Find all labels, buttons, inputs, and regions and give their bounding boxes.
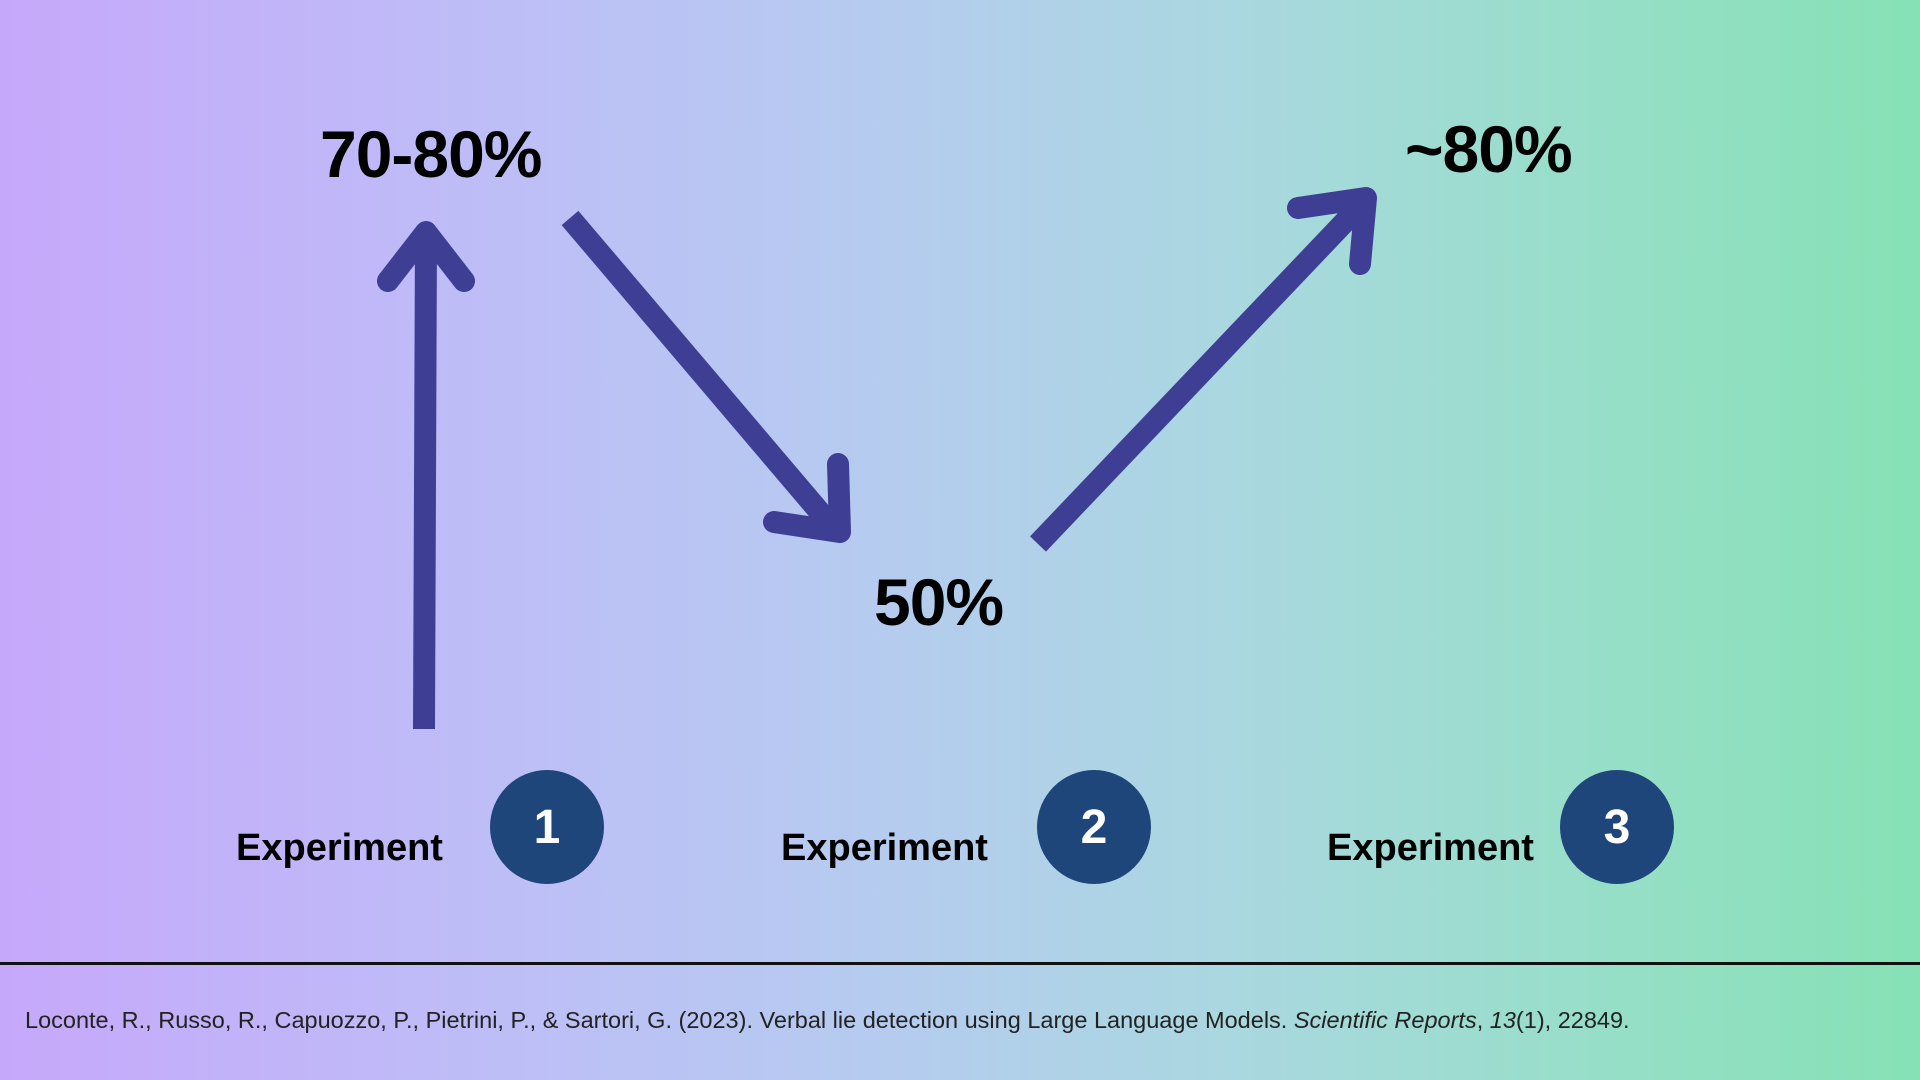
experiment-2-accuracy: 50%: [874, 565, 1004, 639]
experiment-1-badge: 1: [490, 770, 604, 884]
citation-separator: ,: [1476, 1007, 1490, 1033]
arrow-up-right-icon: [1030, 187, 1377, 552]
footer-divider: [0, 962, 1920, 965]
experiment-1-accuracy: 70-80%: [320, 117, 542, 191]
arrow-up-icon: [377, 221, 475, 730]
arrow-down-right-icon: [561, 210, 851, 543]
experiment-3-badge: 3: [1560, 770, 1674, 884]
citation-journal: Scientific Reports: [1293, 1007, 1477, 1033]
citation-authors-title: Loconte, R., Russo, R., Capuozzo, P., Pi…: [25, 1007, 1294, 1033]
citation: Loconte, R., Russo, R., Capuozzo, P., Pi…: [25, 1007, 1630, 1034]
experiment-2-badge: 2: [1037, 770, 1151, 884]
experiment-3-accuracy: ~80%: [1405, 112, 1573, 186]
citation-issue-pages: (1), 22849.: [1515, 1007, 1630, 1033]
experiment-1-label: Experiment: [236, 827, 443, 869]
experiment-2-label: Experiment: [781, 827, 988, 869]
experiment-3-label: Experiment: [1327, 827, 1534, 869]
citation-volume: 13: [1489, 1007, 1516, 1033]
